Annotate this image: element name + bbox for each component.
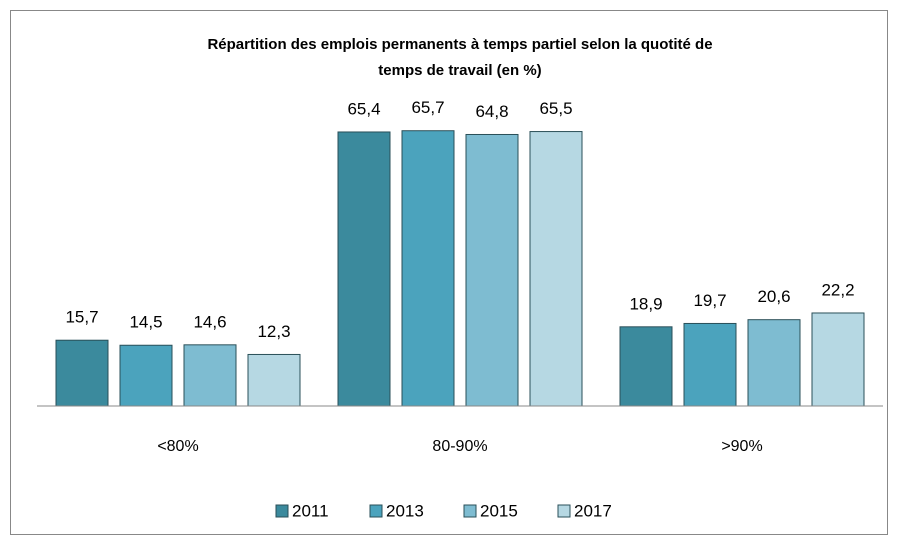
legend-label: 2011	[292, 501, 329, 520]
legend-label: 2013	[386, 501, 424, 520]
data-label: 64,8	[475, 102, 508, 121]
chart-title: Répartition des emplois permanents à tem…	[207, 36, 712, 53]
data-label: 14,5	[129, 313, 162, 332]
bar	[811, 312, 865, 407]
data-label: 65,5	[539, 99, 572, 118]
bar	[247, 353, 301, 407]
bar	[683, 322, 737, 407]
x-tick-label: 80-90%	[432, 438, 487, 455]
bar	[119, 344, 173, 407]
bar	[529, 131, 583, 407]
bar	[619, 326, 673, 407]
data-label: 20,6	[757, 287, 790, 306]
x-tick-label: <80%	[157, 438, 198, 455]
bar	[337, 131, 391, 407]
legend-swatch	[463, 504, 477, 518]
data-label: 18,9	[629, 294, 662, 313]
data-label: 15,7	[65, 308, 98, 327]
bar	[55, 339, 109, 407]
data-label: 12,3	[257, 322, 290, 341]
legend-swatch	[557, 504, 571, 518]
data-label: 65,7	[411, 98, 444, 117]
legend-swatch	[275, 504, 289, 518]
x-tick-label: >90%	[721, 438, 762, 455]
legend-swatch	[369, 504, 383, 518]
legend-label: 2015	[480, 501, 518, 520]
legend-label: 2017	[574, 501, 612, 520]
bar	[747, 319, 801, 407]
bar	[465, 133, 519, 407]
data-label: 19,7	[693, 291, 726, 310]
data-label: 14,6	[193, 312, 226, 331]
chart-title: temps de travail (en %)	[378, 62, 541, 79]
data-label: 22,2	[821, 280, 854, 299]
bar	[183, 344, 237, 407]
data-label: 65,4	[347, 99, 380, 118]
bar	[401, 130, 455, 407]
